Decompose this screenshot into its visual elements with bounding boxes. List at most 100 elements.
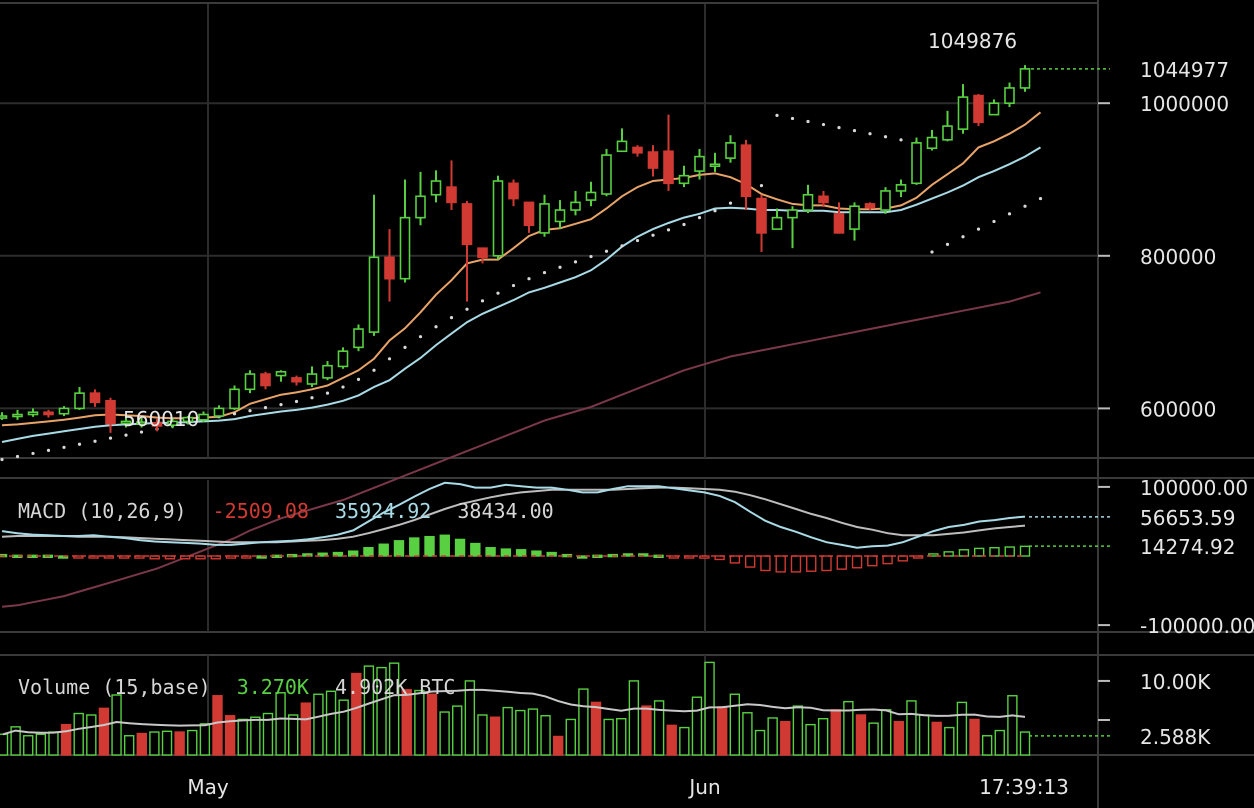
macd-histogram-bar[interactable]	[622, 553, 634, 557]
candle-body[interactable]	[229, 388, 240, 410]
volume-bar[interactable]	[679, 726, 690, 756]
volume-bar[interactable]	[716, 706, 728, 756]
candle-body[interactable]	[461, 203, 473, 246]
candle-body[interactable]	[43, 411, 54, 416]
candle-body[interactable]	[446, 186, 457, 204]
macd-histogram-bar[interactable]	[882, 555, 893, 565]
macd-histogram-bar[interactable]	[760, 555, 771, 572]
volume-bar[interactable]	[199, 723, 211, 756]
macd-histogram-bar[interactable]	[958, 549, 970, 557]
volume-bar[interactable]	[767, 717, 778, 756]
candle-body[interactable]	[151, 422, 163, 427]
volume-bar[interactable]	[0, 733, 9, 756]
candle-body[interactable]	[74, 392, 85, 410]
macd-histogram-bar[interactable]	[867, 555, 878, 567]
volume-bar[interactable]	[641, 705, 652, 756]
volume-bar[interactable]	[300, 702, 312, 756]
macd-histogram-bar[interactable]	[1019, 545, 1031, 557]
volume-bar[interactable]	[830, 709, 841, 756]
candle-body[interactable]	[833, 213, 845, 234]
macd-histogram-bar[interactable]	[164, 555, 176, 560]
macd-histogram-bar[interactable]	[424, 535, 435, 557]
volume-bar[interactable]	[287, 714, 299, 756]
volume-bar[interactable]	[338, 699, 349, 756]
candle-body[interactable]	[771, 216, 783, 230]
macd-histogram-bar[interactable]	[790, 555, 802, 573]
volume-bar[interactable]	[881, 709, 892, 756]
macd-histogram-bar[interactable]	[439, 534, 450, 557]
macd-histogram-bar[interactable]	[683, 555, 695, 559]
candle-body[interactable]	[895, 184, 907, 192]
macd-histogram-bar[interactable]	[378, 543, 389, 557]
macd-histogram-bar[interactable]	[515, 549, 527, 557]
candle-body[interactable]	[27, 411, 39, 416]
macd-histogram-bar[interactable]	[714, 555, 725, 561]
candle-body[interactable]	[322, 364, 333, 379]
volume-bar[interactable]	[590, 701, 602, 756]
candle-body[interactable]	[368, 256, 380, 333]
macd-histogram-bar[interactable]	[225, 555, 237, 559]
volume-bar[interactable]	[603, 718, 614, 756]
macd-histogram-bar[interactable]	[729, 555, 741, 564]
volume-bar[interactable]	[540, 715, 551, 756]
volume-bar[interactable]	[653, 700, 665, 756]
macd-histogram-bar[interactable]	[118, 555, 130, 559]
volume-bar[interactable]	[1007, 695, 1018, 756]
macd-histogram-bar[interactable]	[1004, 546, 1015, 557]
candle-body[interactable]	[120, 420, 132, 425]
candle-body[interactable]	[89, 392, 101, 404]
macd-histogram-bar[interactable]	[989, 547, 1000, 557]
volume-bar[interactable]	[60, 723, 72, 756]
macd-histogram-bar[interactable]	[973, 547, 985, 557]
macd-histogram-bar[interactable]	[821, 555, 832, 572]
volume-bar[interactable]	[123, 735, 135, 756]
candle-body[interactable]	[570, 201, 581, 211]
candle-body[interactable]	[988, 102, 1000, 116]
volume-bar[interactable]	[23, 735, 34, 756]
candle-body[interactable]	[244, 373, 256, 391]
candle-body[interactable]	[709, 163, 721, 168]
candle-body[interactable]	[787, 209, 798, 219]
candle-body[interactable]	[399, 216, 411, 280]
candle-body[interactable]	[1019, 68, 1031, 89]
candle-body[interactable]	[167, 420, 178, 426]
candle-body[interactable]	[492, 180, 504, 257]
volume-bar[interactable]	[351, 672, 362, 756]
volume-bar[interactable]	[780, 720, 791, 756]
volume-bar[interactable]	[111, 694, 122, 756]
candle-body[interactable]	[415, 195, 426, 219]
candle-body[interactable]	[942, 125, 953, 141]
volume-bar[interactable]	[376, 666, 387, 756]
candle-body[interactable]	[740, 144, 752, 198]
volume-bar[interactable]	[805, 723, 816, 756]
candle-body[interactable]	[105, 399, 116, 425]
candle-body[interactable]	[880, 190, 891, 211]
candle-body[interactable]	[523, 201, 535, 227]
volume-bar[interactable]	[981, 735, 993, 756]
macd-histogram-bar[interactable]	[317, 552, 328, 557]
candle-body[interactable]	[353, 328, 364, 349]
volume-bar[interactable]	[262, 712, 274, 756]
candle-body[interactable]	[663, 150, 674, 185]
volume-bar[interactable]	[136, 732, 147, 756]
macd-histogram-bar[interactable]	[668, 555, 680, 559]
candle-body[interactable]	[616, 140, 628, 153]
macd-histogram-bar[interactable]	[210, 555, 221, 560]
volume-bar[interactable]	[149, 731, 160, 756]
volume-bar[interactable]	[10, 726, 21, 756]
macd-histogram-bar[interactable]	[470, 542, 481, 557]
volume-bar[interactable]	[363, 665, 375, 756]
candle-body[interactable]	[182, 416, 194, 423]
volume-bar[interactable]	[552, 735, 564, 756]
macd-histogram-bar[interactable]	[393, 540, 405, 557]
volume-bar[interactable]	[527, 708, 539, 756]
candle-body[interactable]	[632, 146, 643, 154]
volume-bar[interactable]	[48, 731, 59, 756]
macd-histogram-bar[interactable]	[363, 547, 374, 557]
volume-bar[interactable]	[477, 714, 488, 756]
candle-body[interactable]	[601, 154, 612, 195]
volume-bar[interactable]	[918, 714, 930, 756]
volume-bar[interactable]	[893, 720, 905, 756]
volume-bar[interactable]	[212, 695, 223, 756]
macd-histogram-bar[interactable]	[775, 555, 786, 573]
